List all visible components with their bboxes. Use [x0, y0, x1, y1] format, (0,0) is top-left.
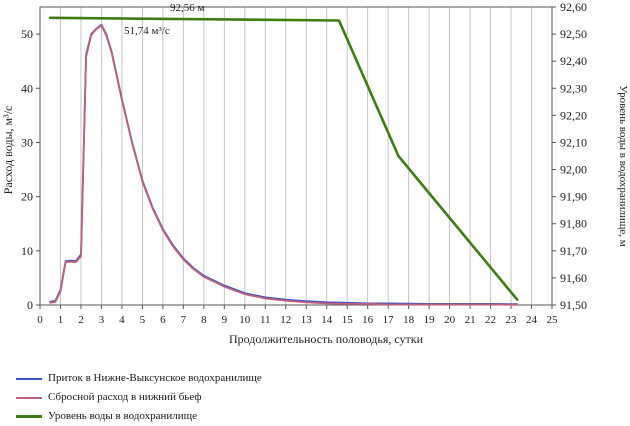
legend-item: Приток в Нижне-Выксунское водохранилище — [10, 369, 310, 388]
x-tick-label: 23 — [506, 314, 518, 326]
annotation-peak-flow: 51,74 м³/с — [124, 25, 170, 37]
x-tick-label: 18 — [403, 314, 415, 326]
y-right-tick-label: 91,50 — [560, 298, 587, 312]
annotation-max-level: 92,56 м — [170, 2, 205, 14]
x-tick-label: 16 — [362, 314, 374, 326]
x-axis-title: Продолжительность половодья, сутки — [229, 332, 424, 346]
y-right-tick-label: 92,50 — [560, 27, 587, 41]
y-left-tick-label: 30 — [21, 135, 33, 149]
x-tick-label: 17 — [383, 314, 395, 326]
series-line-2 — [48, 16, 519, 301]
x-tick-label: 21 — [465, 314, 476, 326]
x-tick-label: 4 — [119, 314, 125, 326]
legend-item: Уровень воды в водохранилище — [10, 407, 310, 426]
x-tick-label: 11 — [260, 314, 271, 326]
x-tick-label: 9 — [222, 314, 228, 326]
x-tick-label: 14 — [321, 314, 333, 326]
y-right-tick-label: 92,00 — [560, 163, 587, 177]
x-tick-label: 6 — [160, 314, 166, 326]
y-right-tick-label: 92,60 — [560, 0, 587, 14]
series-line-1 — [49, 24, 519, 306]
x-tick-label: 1 — [58, 314, 64, 326]
x-tick-label: 0 — [37, 314, 43, 326]
y-right-tick-label: 92,20 — [560, 108, 587, 122]
y-left-tick-label: 40 — [21, 81, 33, 95]
y-right-tick-label: 91,60 — [560, 271, 587, 285]
x-tick-label: 24 — [526, 314, 538, 326]
x-tick-label: 5 — [140, 314, 146, 326]
legend-swatch — [16, 415, 42, 418]
grid-lines — [60, 7, 532, 305]
x-tick-label: 20 — [444, 314, 456, 326]
y-right-tick-label: 91,80 — [560, 217, 587, 231]
x-tick-label: 13 — [301, 314, 313, 326]
plot-border — [39, 6, 553, 306]
x-tick-label: 25 — [547, 314, 559, 326]
y-left-tick-label: 0 — [27, 298, 33, 312]
legend-label: Сбросной расход в нижний бьеф — [48, 391, 202, 403]
ticks: 0 1 2 3 4 5 6 7 8 9 10 11 12 13 14 15 16 17 18 19 20 21 22 23 24… — [21, 0, 587, 326]
legend-label: Уровень воды в водохранилище — [48, 410, 197, 422]
y-right-tick-label: 91,90 — [560, 190, 587, 204]
legend: Приток в Нижне-Выксунское водохранилище С… — [10, 369, 310, 426]
x-tick-label: 3 — [99, 314, 105, 326]
series-line-0 — [49, 23, 519, 306]
legend-item: Сбросной расход в нижний бьеф — [10, 388, 310, 407]
y-left-tick-label: 50 — [21, 27, 33, 41]
x-tick-label: 12 — [280, 314, 291, 326]
y-right-tick-label: 92,40 — [560, 54, 587, 68]
y-right-tick-label: 91,70 — [560, 244, 587, 258]
x-tick-label: 15 — [342, 314, 354, 326]
y-left-axis-title: Расход воды, м³/с — [1, 106, 15, 195]
plot-frame — [39, 6, 553, 306]
y-right-axis-title: Уровень воды в водохранилище, м — [617, 85, 629, 246]
y-left-tick-label: 20 — [21, 190, 33, 204]
y-right-tick-label: 92,10 — [560, 135, 587, 149]
y-right-tick-label: 92,30 — [560, 81, 587, 95]
axis-labels: 51,74 м³/с92,56 м Продолжительность полов… — [1, 2, 629, 346]
legend-swatch — [16, 378, 42, 380]
x-tick-label: 22 — [485, 314, 496, 326]
legend-label: Приток в Нижне-Выксунское водохранилище — [48, 372, 262, 384]
legend-swatch — [16, 397, 42, 399]
x-tick-label: 10 — [239, 314, 251, 326]
x-tick-label: 2 — [78, 314, 84, 326]
series-lines — [48, 16, 519, 306]
x-tick-label: 19 — [424, 314, 436, 326]
x-tick-label: 8 — [201, 314, 207, 326]
x-tick-label: 7 — [181, 314, 187, 326]
y-left-tick-label: 10 — [21, 244, 33, 258]
